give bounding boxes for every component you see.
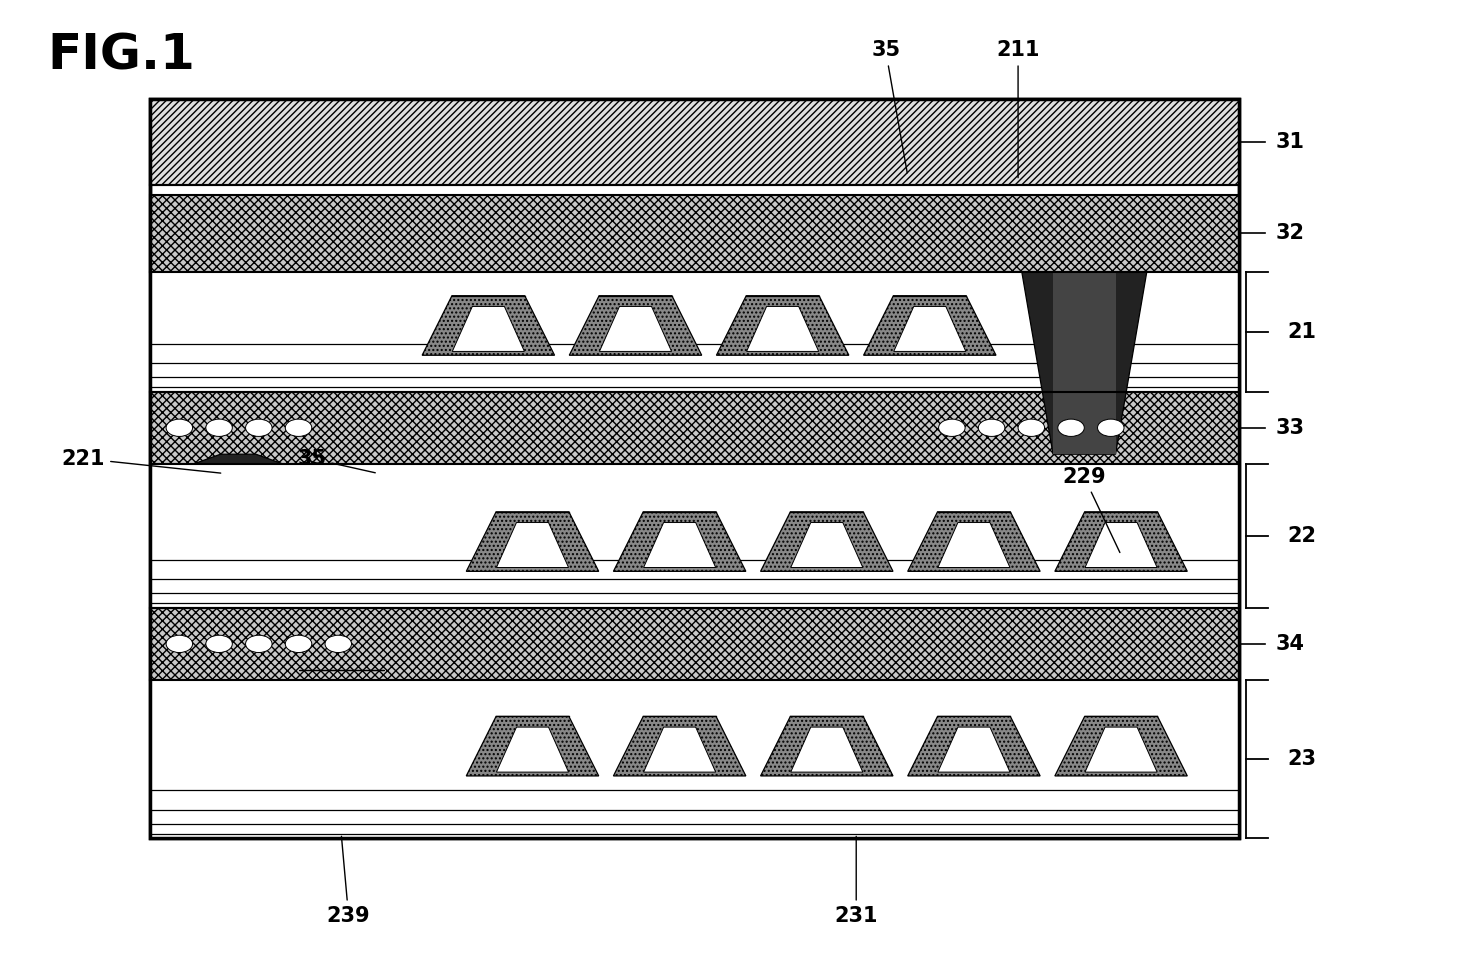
- Bar: [496, 727, 569, 772]
- Polygon shape: [938, 523, 1010, 567]
- Polygon shape: [467, 512, 598, 571]
- Text: 35: 35: [297, 448, 375, 472]
- Polygon shape: [864, 296, 995, 355]
- Circle shape: [245, 636, 272, 652]
- Polygon shape: [1022, 271, 1146, 454]
- Circle shape: [165, 419, 192, 437]
- Polygon shape: [894, 306, 966, 352]
- Circle shape: [205, 636, 232, 652]
- Text: 31: 31: [1276, 132, 1304, 152]
- Polygon shape: [1055, 512, 1188, 571]
- Bar: [1086, 727, 1156, 772]
- Circle shape: [245, 419, 272, 437]
- Bar: [938, 727, 1010, 772]
- Text: 33: 33: [1276, 417, 1304, 438]
- Circle shape: [1018, 419, 1044, 437]
- Polygon shape: [790, 727, 863, 772]
- Bar: [938, 523, 1010, 567]
- Bar: [790, 523, 863, 567]
- Bar: [644, 727, 716, 772]
- Bar: [151, 464, 1239, 608]
- Polygon shape: [422, 296, 554, 355]
- Circle shape: [1058, 419, 1084, 437]
- Text: 211: 211: [997, 41, 1040, 178]
- Bar: [746, 306, 818, 352]
- Text: 221: 221: [62, 448, 220, 473]
- Polygon shape: [716, 296, 849, 355]
- Bar: [151, 392, 1239, 464]
- Bar: [151, 99, 1239, 185]
- Bar: [151, 271, 1239, 392]
- Text: 23: 23: [1288, 749, 1316, 769]
- Text: 34: 34: [1276, 634, 1304, 654]
- Circle shape: [978, 419, 1004, 437]
- Circle shape: [1097, 419, 1124, 437]
- Circle shape: [325, 636, 352, 652]
- Text: FIG.1: FIG.1: [47, 32, 195, 79]
- Text: 231: 231: [835, 837, 877, 925]
- Bar: [1053, 271, 1115, 454]
- Polygon shape: [569, 296, 702, 355]
- Circle shape: [205, 419, 232, 437]
- Bar: [1086, 523, 1156, 567]
- Text: 32: 32: [1276, 223, 1304, 243]
- Bar: [790, 727, 863, 772]
- Circle shape: [285, 636, 312, 652]
- Polygon shape: [452, 306, 524, 352]
- Polygon shape: [644, 523, 716, 567]
- Bar: [151, 680, 1239, 838]
- Text: 22: 22: [1288, 526, 1316, 546]
- Polygon shape: [193, 454, 282, 464]
- Bar: [452, 306, 524, 352]
- Polygon shape: [496, 727, 569, 772]
- Circle shape: [165, 636, 192, 652]
- Polygon shape: [938, 727, 1010, 772]
- Polygon shape: [1055, 717, 1188, 776]
- Polygon shape: [613, 717, 746, 776]
- Text: 229: 229: [1062, 467, 1120, 553]
- Bar: [151, 99, 1239, 838]
- Polygon shape: [790, 523, 863, 567]
- Polygon shape: [746, 306, 818, 352]
- Bar: [151, 195, 1239, 271]
- Bar: [151, 608, 1239, 680]
- Text: 35: 35: [871, 41, 907, 173]
- Polygon shape: [908, 717, 1040, 776]
- Polygon shape: [644, 727, 716, 772]
- Text: 21: 21: [1288, 322, 1316, 342]
- Polygon shape: [761, 512, 894, 571]
- Bar: [496, 523, 569, 567]
- Bar: [644, 523, 716, 567]
- Circle shape: [285, 419, 312, 437]
- Polygon shape: [600, 306, 672, 352]
- Bar: [600, 306, 672, 352]
- Polygon shape: [613, 512, 746, 571]
- Polygon shape: [467, 717, 598, 776]
- Polygon shape: [496, 523, 569, 567]
- Circle shape: [938, 419, 964, 437]
- Polygon shape: [761, 717, 894, 776]
- Bar: [151, 99, 1239, 838]
- Text: 239: 239: [326, 837, 371, 925]
- Bar: [894, 306, 966, 352]
- Polygon shape: [1086, 523, 1156, 567]
- Polygon shape: [908, 512, 1040, 571]
- Polygon shape: [1086, 727, 1156, 772]
